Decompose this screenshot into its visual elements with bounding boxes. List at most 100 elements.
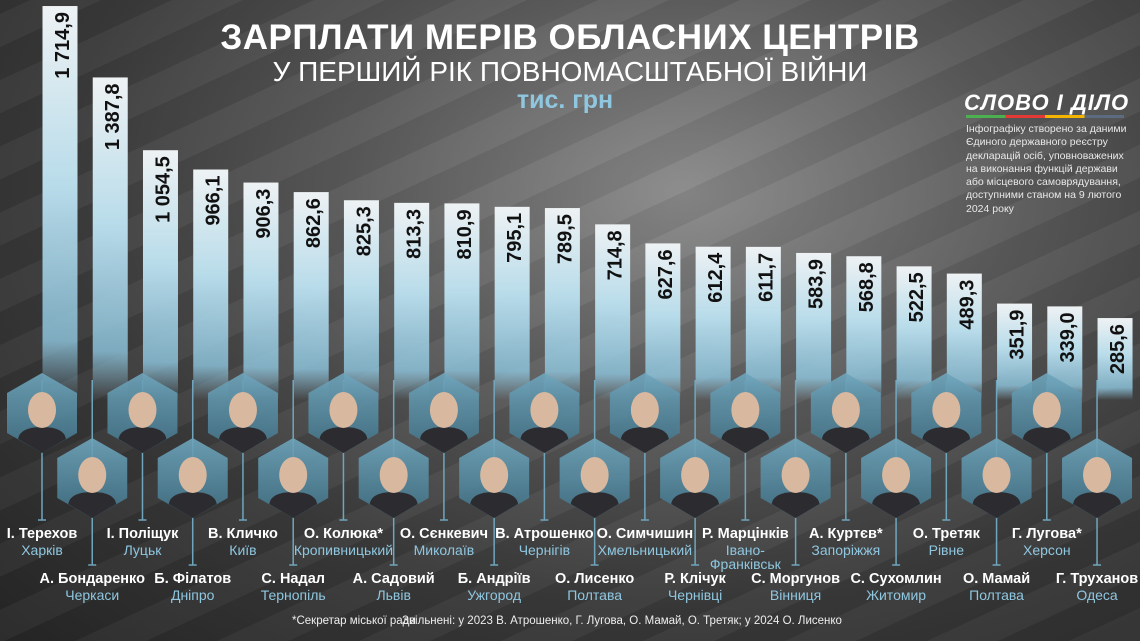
portrait-body (369, 492, 418, 518)
person-name: О. Симчишин (597, 526, 694, 542)
portrait-body (1022, 427, 1071, 453)
portrait-body (1073, 492, 1122, 518)
portrait-face (480, 457, 509, 493)
person-name: Б. Філатов (154, 571, 231, 587)
bar (42, 6, 78, 401)
value-label: 1 054,5 (152, 156, 174, 223)
city-label: Херсон (1023, 542, 1071, 558)
value-label: 789,5 (554, 214, 576, 264)
portrait-body (620, 427, 669, 453)
person-name: І. Поліщук (107, 526, 180, 542)
value-label: 1 387,8 (102, 83, 124, 150)
person-name: Р. Марцінків (702, 526, 789, 542)
bar (394, 202, 430, 400)
value-label: 489,3 (956, 280, 978, 330)
portrait-photo (459, 438, 530, 518)
bar (1097, 318, 1133, 400)
portrait-photo (258, 438, 329, 518)
city-label: Вінниця (770, 587, 821, 603)
portrait-photo (358, 438, 429, 518)
footnote-dismissed: Звільнені: у 2023 В. Атрошенко, Г. Лугов… (402, 615, 842, 627)
city-label: Хмельницький (598, 542, 692, 558)
portrait-photo (157, 438, 228, 518)
portrait-face (530, 392, 559, 428)
portrait-photo (810, 373, 881, 453)
city-label: Рівне (929, 542, 965, 558)
portrait-face (429, 392, 458, 428)
portrait-photo (609, 373, 680, 453)
portrait-photo (408, 373, 479, 453)
bar (997, 303, 1033, 400)
value-label: 795,1 (504, 213, 526, 263)
city-label: Івано-Франківськ (710, 542, 782, 572)
value-label: 862,6 (303, 198, 325, 248)
portrait-face (681, 457, 710, 493)
value-label: 627,6 (655, 249, 677, 299)
bar (896, 266, 932, 400)
source-note: Інфографіку створено за даними Єдиного д… (966, 123, 1127, 215)
bar (343, 200, 379, 400)
portrait-photo (559, 438, 630, 518)
bar (695, 246, 731, 400)
value-label: 906,3 (253, 189, 275, 239)
bar (645, 243, 681, 400)
portrait-body (821, 427, 870, 453)
city-line: Івано- (726, 542, 765, 558)
portrait-body (721, 427, 770, 453)
city-label: Ужгород (467, 587, 521, 603)
portrait-face (1083, 457, 1112, 493)
city-label: Полтава (969, 587, 1024, 603)
person-name: О. Лисенко (555, 571, 634, 587)
portrait-body (922, 427, 971, 453)
logo: СЛОВО І ДІЛО (964, 90, 1130, 115)
bar (494, 206, 530, 400)
person-name: О. Колюка* (304, 526, 384, 542)
person-name: Г. Лугова* (1012, 526, 1082, 542)
portrait-photo (107, 373, 178, 453)
value-label: 714,8 (605, 230, 627, 280)
chart-title: ЗАРПЛАТИ МЕРІВ ОБЛАСНИХ ЦЕНТРІВ (220, 18, 920, 57)
bar (796, 252, 832, 400)
city-label: Одеса (1076, 587, 1118, 603)
city-label: Тернопіль (261, 587, 326, 603)
portrait-face (228, 392, 257, 428)
portrait-photo (7, 373, 77, 453)
bar (142, 150, 178, 400)
bar (595, 224, 631, 400)
portrait-face (279, 457, 308, 493)
portrait-face (580, 457, 609, 493)
bar (745, 246, 781, 400)
portrait-photo (1062, 438, 1133, 518)
portrait-photo (207, 373, 278, 453)
portrait-body (872, 492, 921, 518)
portrait-body (570, 492, 619, 518)
portrait-photo (509, 373, 580, 453)
city-label: Дніпро (171, 587, 215, 603)
city-label: Чернівці (668, 587, 722, 603)
person-name: О. Третяк (913, 526, 981, 542)
portrait-photo (961, 438, 1032, 518)
portrait-face (781, 457, 810, 493)
city-label: Полтава (567, 587, 622, 603)
value-label: 611,7 (755, 253, 777, 302)
value-label: 810,9 (454, 209, 476, 259)
portrait-face (731, 392, 760, 428)
portrait-body (771, 492, 820, 518)
footnote-asterisk: *Секретар міської ради (292, 615, 416, 627)
portrait-photo (710, 373, 781, 453)
person-name: І. Терехов (7, 526, 78, 542)
bar (243, 182, 279, 400)
bar (846, 256, 882, 400)
city-label: Черкаси (65, 587, 119, 603)
portrait-body (470, 492, 519, 518)
portrait-body (168, 492, 217, 518)
city-label: Чернігів (519, 542, 570, 558)
person-name: А. Садовий (353, 571, 435, 587)
city-label: Житомир (866, 587, 926, 603)
portrait-face (1032, 392, 1061, 428)
value-label: 1 714,9 (52, 12, 74, 79)
person-name: О. Мамай (963, 571, 1030, 587)
value-label: 568,8 (856, 262, 878, 312)
portrait-photo (1011, 373, 1082, 453)
